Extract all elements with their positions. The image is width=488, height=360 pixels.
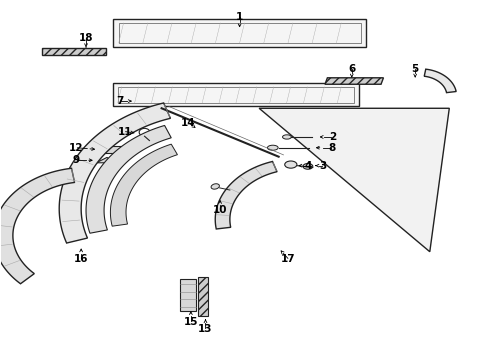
Polygon shape	[424, 69, 455, 93]
Polygon shape	[198, 277, 207, 316]
Polygon shape	[215, 162, 277, 229]
Polygon shape	[59, 103, 170, 243]
Text: 7: 7	[116, 96, 123, 106]
Ellipse shape	[282, 135, 291, 139]
Polygon shape	[42, 48, 105, 55]
Text: 18: 18	[79, 33, 93, 43]
Text: 14: 14	[181, 118, 195, 128]
Polygon shape	[259, 108, 448, 252]
Polygon shape	[325, 78, 383, 84]
Ellipse shape	[284, 161, 296, 168]
Ellipse shape	[303, 163, 312, 169]
Polygon shape	[110, 144, 177, 226]
Text: 5: 5	[411, 64, 418, 74]
Polygon shape	[180, 279, 195, 311]
Polygon shape	[98, 140, 125, 153]
Text: 11: 11	[118, 127, 132, 136]
Text: 12: 12	[69, 143, 83, 153]
Text: 1: 1	[236, 12, 243, 22]
Text: 2: 2	[328, 132, 335, 142]
Text: 16: 16	[74, 254, 88, 264]
Text: 17: 17	[281, 254, 295, 264]
Text: 13: 13	[198, 324, 212, 334]
Polygon shape	[96, 157, 115, 163]
Polygon shape	[113, 83, 358, 107]
Text: 9: 9	[73, 155, 80, 165]
Polygon shape	[113, 19, 366, 47]
Polygon shape	[86, 125, 171, 233]
Text: 8: 8	[328, 143, 335, 153]
Text: 4: 4	[304, 161, 311, 171]
Text: 10: 10	[212, 206, 227, 216]
Text: 3: 3	[318, 161, 325, 171]
Polygon shape	[0, 168, 75, 284]
Text: 15: 15	[183, 317, 198, 327]
Ellipse shape	[267, 145, 278, 150]
Text: 6: 6	[347, 64, 355, 74]
Ellipse shape	[211, 184, 219, 189]
